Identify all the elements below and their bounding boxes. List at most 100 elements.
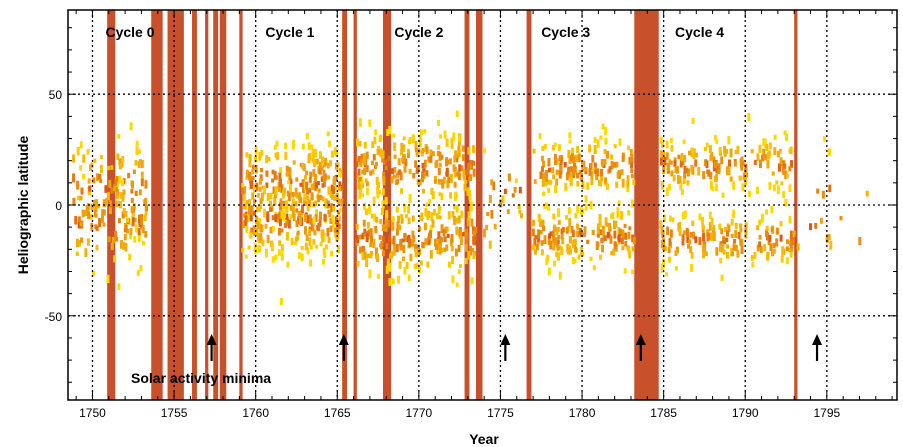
sunspot-point [416, 248, 420, 257]
sunspot-point [445, 167, 449, 177]
sunspot-point [98, 218, 102, 228]
sunspot-point [542, 160, 546, 168]
x-axis-title: Year [469, 431, 499, 447]
sunspot-point [421, 162, 425, 169]
sunspot-point [626, 180, 630, 188]
sunspot-point [546, 204, 550, 211]
sunspot-point [338, 208, 342, 213]
sunspot-point [115, 193, 119, 199]
sunspot-point [621, 229, 625, 236]
sunspot-point [314, 214, 318, 222]
sunspot-point [119, 240, 123, 249]
sunspot-point [298, 252, 302, 260]
sunspot-point [589, 200, 593, 210]
sunspot-point [328, 209, 332, 217]
arrow-head [635, 334, 646, 345]
sunspot-point [265, 182, 269, 188]
sunspot-point [297, 210, 301, 219]
sunspot-point [361, 169, 365, 175]
sunspot-point [327, 236, 331, 244]
sunspot-point [241, 220, 245, 229]
sunspot-point [554, 237, 558, 245]
sunspot-point [763, 153, 767, 161]
sunspot-point [753, 159, 757, 165]
sunspot-point [709, 171, 713, 180]
sunspot-point [301, 204, 305, 214]
sunspot-point [552, 213, 556, 220]
sunspot-point [472, 168, 476, 177]
sunspot-point [403, 233, 407, 242]
sunspot-point [291, 209, 295, 218]
sunspot-point [285, 171, 289, 177]
sunspot-point [363, 141, 367, 149]
sunspot-point [395, 206, 399, 213]
sunspot-point [295, 208, 299, 213]
sunspot-point [688, 239, 692, 245]
sunspot-point [429, 250, 433, 259]
sunspot-point [414, 140, 418, 150]
sunspot-point [116, 189, 120, 197]
sunspot-point [680, 153, 684, 162]
sunspot-point [763, 138, 767, 148]
sunspot-point [770, 206, 774, 214]
sunspot-point [133, 217, 137, 223]
minimum-arrow [500, 334, 511, 361]
sunspot-point [567, 206, 571, 215]
sunspot-point [694, 159, 698, 167]
sunspot-point [87, 211, 91, 220]
sunspot-point [131, 222, 135, 227]
sunspot-point [95, 199, 99, 208]
sunspot-point [547, 167, 551, 173]
sunspot-point [438, 162, 442, 168]
sunspot-point [308, 237, 312, 246]
sunspot-point [623, 268, 627, 274]
sunspot-point [299, 182, 303, 187]
sunspot-point [321, 156, 325, 166]
sunspot-point [337, 223, 341, 229]
sunspot-point [563, 161, 567, 168]
sunspot-point [742, 172, 746, 181]
sunspot-point [391, 278, 395, 285]
sunspot-point [435, 238, 439, 245]
sunspot-point [269, 207, 273, 212]
sunspot-point [283, 223, 287, 228]
sunspot-point [631, 234, 635, 243]
sunspot-point [458, 229, 462, 236]
sunspot-point [355, 161, 359, 168]
sunspot-point [318, 218, 322, 227]
sunspot-point [590, 170, 594, 180]
sunspot-point [384, 196, 388, 205]
sunspot-point [92, 177, 96, 184]
sunspot-point [248, 232, 252, 239]
sunspot-point [306, 205, 310, 211]
sunspot-point [328, 140, 332, 147]
sunspot-point [592, 265, 596, 271]
sunspot-point [308, 187, 312, 193]
sunspot-point [433, 238, 437, 247]
sunspot-point [728, 159, 732, 168]
sunspot-point [141, 227, 145, 234]
sunspot-point [534, 235, 538, 240]
sunspot-point [768, 234, 772, 242]
sunspot-point [455, 226, 459, 235]
sunspot-point [541, 191, 545, 197]
sunspot-point [374, 129, 378, 135]
sunspot-point [595, 241, 599, 251]
sunspot-point [294, 201, 298, 207]
sunspot-point [447, 261, 451, 268]
sunspot-point [306, 195, 310, 201]
sunspot-point [246, 213, 250, 223]
sunspot-point [490, 210, 494, 219]
sunspot-point [406, 153, 410, 159]
sunspot-point [432, 208, 436, 216]
sunspot-point [405, 261, 409, 269]
sunspot-point [308, 226, 312, 231]
sunspot-point [402, 136, 406, 141]
sunspot-point [336, 214, 340, 221]
sunspot-point [401, 238, 405, 243]
sunspot-point [450, 140, 454, 149]
sunspot-point [365, 151, 369, 160]
sunspot-point [461, 154, 465, 162]
sunspot-point [690, 147, 694, 154]
sunspot-point [577, 254, 581, 260]
